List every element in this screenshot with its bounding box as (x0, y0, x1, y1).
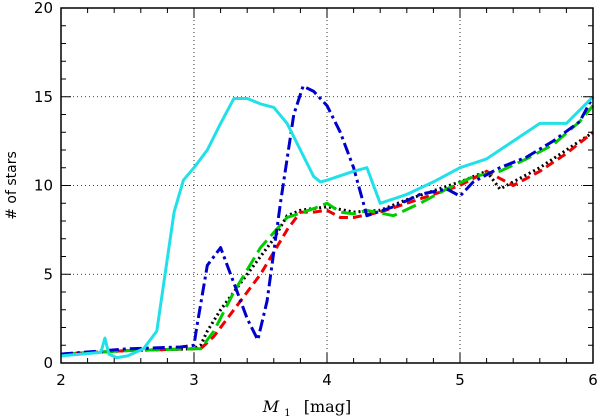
series-black-dotted (60, 131, 594, 356)
x-axis-subscript: 1 (284, 408, 290, 418)
y-tick-label: 5 (43, 265, 53, 283)
x-axis-unit: [mag] (304, 397, 351, 416)
tick-labels: 2 3 4 5 6 0 5 10 15 20 (34, 0, 598, 389)
y-tick-label: 15 (34, 88, 53, 106)
series-red-dashed (60, 131, 594, 356)
y-axis-label: # of stars (4, 151, 20, 220)
x-tick-label: 6 (588, 371, 598, 389)
x-tick-label: 5 (455, 371, 465, 389)
x-tick-label: 3 (189, 371, 199, 389)
x-axis-label: M 1 [mag] (262, 397, 351, 418)
y-tick-label: 20 (34, 0, 53, 17)
series-blue-dashdot (60, 84, 595, 356)
grid (61, 8, 593, 363)
x-tick-label: 4 (322, 371, 332, 389)
y-tick-label: 0 (43, 354, 53, 372)
series-cyan-solid (60, 95, 595, 360)
series-group (60, 84, 595, 360)
series-green-longdashed (60, 104, 595, 356)
x-tick-label: 2 (56, 371, 66, 389)
x-axis-symbol: M (262, 397, 280, 416)
y-tick-label: 10 (34, 177, 53, 195)
ticks (60, 7, 594, 364)
